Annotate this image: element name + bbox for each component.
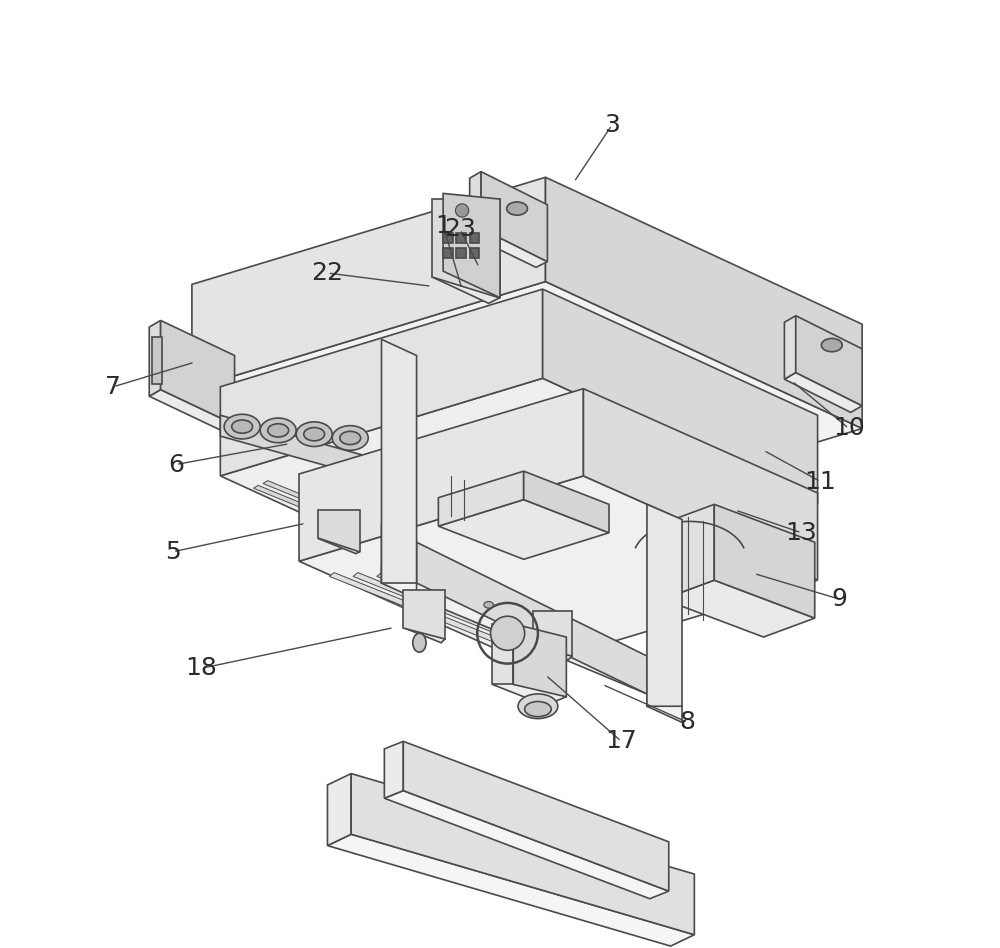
Polygon shape	[492, 624, 513, 684]
Polygon shape	[583, 389, 818, 580]
Ellipse shape	[232, 420, 253, 433]
Polygon shape	[192, 177, 546, 389]
Polygon shape	[403, 741, 669, 891]
Bar	[470, 248, 479, 258]
Polygon shape	[192, 282, 862, 536]
Polygon shape	[220, 289, 543, 476]
Polygon shape	[353, 573, 547, 652]
Polygon shape	[513, 624, 566, 697]
Polygon shape	[299, 476, 818, 665]
Ellipse shape	[304, 428, 325, 441]
Text: 7: 7	[105, 374, 121, 399]
Polygon shape	[161, 320, 235, 425]
Polygon shape	[663, 504, 714, 599]
Text: 10: 10	[833, 416, 865, 441]
Circle shape	[491, 616, 525, 650]
Text: 3: 3	[604, 113, 620, 137]
Polygon shape	[543, 289, 818, 504]
Polygon shape	[377, 573, 571, 652]
Bar	[456, 248, 466, 258]
Ellipse shape	[821, 338, 842, 352]
Text: 1: 1	[435, 213, 451, 238]
Polygon shape	[438, 471, 524, 526]
Polygon shape	[382, 567, 417, 599]
Polygon shape	[220, 415, 363, 476]
Text: 11: 11	[805, 469, 836, 494]
Polygon shape	[382, 523, 417, 583]
Text: 8: 8	[680, 710, 696, 735]
Polygon shape	[384, 741, 403, 798]
Polygon shape	[524, 471, 609, 533]
Polygon shape	[327, 774, 351, 846]
Polygon shape	[470, 228, 547, 267]
Polygon shape	[299, 389, 583, 561]
Text: 6: 6	[168, 452, 184, 477]
Ellipse shape	[413, 633, 426, 652]
Polygon shape	[533, 643, 572, 660]
Polygon shape	[384, 791, 669, 899]
Polygon shape	[382, 339, 417, 583]
Ellipse shape	[518, 694, 558, 719]
Polygon shape	[351, 774, 694, 935]
Text: 18: 18	[185, 656, 217, 681]
Polygon shape	[149, 320, 161, 396]
Polygon shape	[481, 172, 547, 262]
Circle shape	[455, 204, 469, 217]
Ellipse shape	[332, 426, 368, 450]
Polygon shape	[403, 624, 445, 643]
Bar	[456, 233, 466, 243]
Text: 5: 5	[165, 539, 181, 564]
Ellipse shape	[260, 418, 296, 443]
Polygon shape	[329, 573, 524, 652]
Bar	[443, 248, 453, 258]
Text: 23: 23	[444, 217, 476, 242]
Polygon shape	[647, 504, 682, 706]
Polygon shape	[403, 590, 445, 639]
Polygon shape	[492, 676, 566, 705]
Polygon shape	[533, 611, 572, 656]
Text: 22: 22	[311, 261, 343, 285]
Polygon shape	[796, 316, 862, 406]
Bar	[470, 233, 479, 243]
Polygon shape	[714, 504, 815, 618]
Text: 13: 13	[786, 520, 817, 545]
Ellipse shape	[224, 414, 260, 439]
Polygon shape	[327, 834, 694, 946]
Ellipse shape	[507, 202, 527, 215]
Polygon shape	[220, 378, 818, 602]
Ellipse shape	[525, 702, 551, 717]
Polygon shape	[254, 485, 467, 574]
Polygon shape	[438, 500, 609, 559]
Polygon shape	[432, 199, 500, 298]
Bar	[152, 337, 162, 384]
Polygon shape	[149, 390, 235, 431]
Polygon shape	[470, 172, 481, 235]
Polygon shape	[647, 690, 682, 722]
Polygon shape	[546, 177, 862, 428]
Polygon shape	[318, 510, 360, 552]
Ellipse shape	[268, 424, 289, 437]
Polygon shape	[432, 271, 500, 303]
Text: 9: 9	[831, 587, 847, 611]
Polygon shape	[784, 316, 796, 379]
Polygon shape	[417, 542, 647, 694]
Polygon shape	[382, 564, 647, 694]
Polygon shape	[784, 373, 862, 412]
Ellipse shape	[340, 431, 361, 445]
Polygon shape	[263, 481, 476, 569]
Polygon shape	[663, 580, 815, 637]
Polygon shape	[443, 193, 500, 298]
Polygon shape	[318, 537, 360, 554]
Ellipse shape	[484, 602, 493, 609]
Ellipse shape	[296, 422, 332, 447]
Bar	[443, 233, 453, 243]
Text: 17: 17	[605, 729, 637, 754]
